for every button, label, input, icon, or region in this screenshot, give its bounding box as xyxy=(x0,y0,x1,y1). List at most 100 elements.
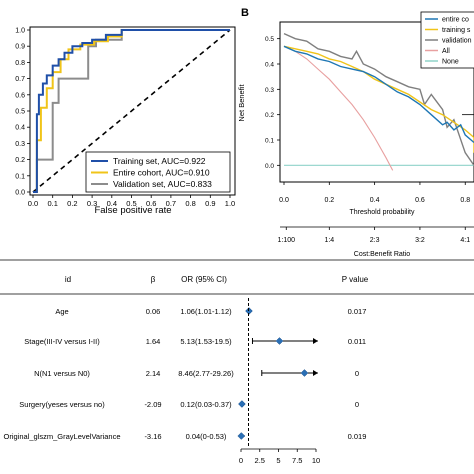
forest-row-pvalue: 0 xyxy=(355,400,359,409)
forest-header-beta: β xyxy=(151,275,156,284)
dca-legend-label: training s xyxy=(442,27,471,34)
forest-ci-arrow xyxy=(313,370,318,376)
roc-x-axis-title: False positive rate xyxy=(94,205,171,216)
dca-secondary-axis-title: Cost:Benefit Ratio xyxy=(354,251,411,258)
forest-row-beta: 0.06 xyxy=(146,307,161,316)
forest-row-beta: -2.09 xyxy=(144,400,161,409)
dca-series xyxy=(283,32,474,171)
forest-x-tick-label: 2.5 xyxy=(255,456,265,465)
forest-row: Original_glszm_GrayLevelVariance -3.16 0.0… xyxy=(4,432,367,441)
roc-series-validation-set xyxy=(33,29,230,193)
dca-legend-label: All xyxy=(442,48,450,55)
dca-y-tick-label: 0.0 xyxy=(265,163,274,170)
forest-x-tick-label: 10 xyxy=(312,456,320,465)
roc-y-tick-label: 1.0 xyxy=(15,28,25,35)
forest-x-tick-label: 5 xyxy=(276,456,280,465)
forest-row-or-ci: 0.04(0-0.53) xyxy=(186,432,227,441)
dca-legend: entire co training s validation All None xyxy=(420,11,474,69)
forest-row-or-ci: 8.46(2.77-29.26) xyxy=(178,369,234,378)
forest-row-id: Age xyxy=(55,307,68,316)
forest-point-estimate xyxy=(238,400,246,408)
roc-legend-label: Entire cohort, AUC=0.910 xyxy=(113,168,210,178)
roc-legend: Training set, AUC=0.922 Entire cohort, AU… xyxy=(85,151,231,193)
roc-x-tick-label: 0.8 xyxy=(185,199,195,208)
roc-chart: 0.0 0.1 0.2 0.3 0.4 0.5 0.6 0.7 0.8 0.9 1.0 0.0 0.1… xyxy=(15,26,236,216)
forest-row-id: Surgery(yeses versus no) xyxy=(19,400,105,409)
dca-legend-label: validation xyxy=(442,38,472,45)
roc-x-tick-label: 0.9 xyxy=(205,199,215,208)
roc-x-tick-label: 0.3 xyxy=(87,199,97,208)
roc-reference-line xyxy=(32,29,231,193)
roc-legend-label: Validation set, AUC=0.833 xyxy=(113,179,212,189)
roc-x-tick-label: 0.4 xyxy=(107,199,117,208)
forest-header-id: id xyxy=(65,275,71,284)
roc-x-tick-label: 0.7 xyxy=(166,199,176,208)
dca-x-tick-label: 0.8 xyxy=(460,197,470,204)
dca-x-tick-label: 0.0 xyxy=(279,197,289,204)
forest-row-pvalue: 0.011 xyxy=(348,337,366,346)
roc-diagonal-reference xyxy=(32,29,231,193)
forest-row-pvalue: 0 xyxy=(355,369,359,378)
dca-y-tick-label: 0.2 xyxy=(265,112,274,119)
forest-point-estimate xyxy=(237,432,246,440)
forest-header-or: OR (95% CI) xyxy=(181,275,227,284)
forest-row-beta: 1.64 xyxy=(146,337,161,346)
dca-y-axis-title: Net Benefit xyxy=(237,84,246,122)
dca-x-tick-label: 0.6 xyxy=(415,197,425,204)
roc-y-axis: 0.0 0.1 0.2 0.3 0.4 0.5 0.6 0.7 0.8 0.9 1.0 xyxy=(15,28,30,197)
roc-y-tick-label: 0.2 xyxy=(15,157,25,164)
roc-y-tick-label: 0.9 xyxy=(15,44,25,51)
dca-series-entire-co xyxy=(283,45,474,144)
forest-rows: Age 0.06 1.06(1.01-1.12) 0.017 Stage(III-IV … xyxy=(4,307,367,441)
dca-secondary-tick-label: 4:1 xyxy=(460,237,470,244)
forest-row-beta: -3.16 xyxy=(144,432,161,441)
forest-row-beta: 2.14 xyxy=(146,369,161,378)
roc-x-tick-label: 0.0 xyxy=(28,199,38,208)
forest-point-estimate xyxy=(275,337,284,345)
dca-legend-label: entire co xyxy=(442,17,469,24)
dca-secondary-tick-label: 2:3 xyxy=(370,237,380,244)
dca-series-validation xyxy=(283,32,474,166)
roc-y-tick-label: 0.7 xyxy=(15,76,25,83)
roc-y-tick-label: 0.5 xyxy=(15,109,25,116)
roc-y-tick-label: 0.8 xyxy=(15,60,25,67)
forest-x-tick-label: 7.5 xyxy=(292,456,302,465)
dca-y-tick-label: 0.4 xyxy=(265,62,274,69)
forest-x-axis: 0 2.5 5 7.5 10 xyxy=(239,298,320,465)
dca-x-axis-title: Threshold probability xyxy=(350,209,415,216)
roc-x-tick-label: 0.6 xyxy=(146,199,156,208)
dca-secondary-tick-label: 3:2 xyxy=(415,237,425,244)
roc-y-tick-label: 0.3 xyxy=(15,141,25,148)
roc-series-training-set xyxy=(33,29,230,193)
forest-ci-arrow xyxy=(313,338,318,344)
roc-x-tick-label: 0.2 xyxy=(67,199,77,208)
roc-y-tick-label: 0.4 xyxy=(15,125,25,132)
forest-row: Stage(III-IV versus I-II) 1.64 5.13(1.53-1… xyxy=(24,337,366,346)
roc-x-tick-label: 0.1 xyxy=(47,199,57,208)
roc-y-tick-label: 0.6 xyxy=(15,92,25,99)
roc-series xyxy=(33,29,230,193)
forest-row: Age 0.06 1.06(1.01-1.12) 0.017 xyxy=(55,307,366,316)
dca-x-tick-label: 0.2 xyxy=(324,197,334,204)
forest-point-estimate xyxy=(300,369,309,377)
forest-row-pvalue: 0.019 xyxy=(348,432,367,441)
roc-y-tick-label: 0.1 xyxy=(15,173,25,180)
dca-plot-frame xyxy=(279,21,474,183)
forest-row-id: Original_glszm_GrayLevelVariance xyxy=(4,432,121,441)
forest-header-pvalue: P value xyxy=(342,275,369,284)
dca-secondary-tick-label: 1:100 xyxy=(277,237,295,244)
decision-curve-chart: B 0.0 0.2 0.4 0.6 0.8 0.0 0.1 0.2 0.3 0.4 0.5 ent… xyxy=(237,7,474,258)
forest-row-or-ci: 5.13(1.53-19.5) xyxy=(180,337,232,346)
dca-y-tick-label: 0.5 xyxy=(265,36,274,43)
dca-y-tick-label: 0.3 xyxy=(265,87,274,94)
forest-row-or-ci: 0.12(0.03-0.37) xyxy=(180,400,232,409)
dca-series-all xyxy=(283,45,394,171)
dca-secondary-axis: 1:100 1:4 2:3 3:2 4:1 xyxy=(277,227,470,244)
forest-row-or-ci: 1.06(1.01-1.12) xyxy=(180,307,232,316)
dca-legend-label: None xyxy=(442,59,459,66)
forest-x-tick-label: 0 xyxy=(239,456,243,465)
forest-plot: id β OR (95% CI) P value Age 0.06 1.06(1.0… xyxy=(0,259,474,465)
dca-y-tick-label: 0.1 xyxy=(265,138,274,145)
roc-y-tick-label: 0.0 xyxy=(15,190,25,197)
